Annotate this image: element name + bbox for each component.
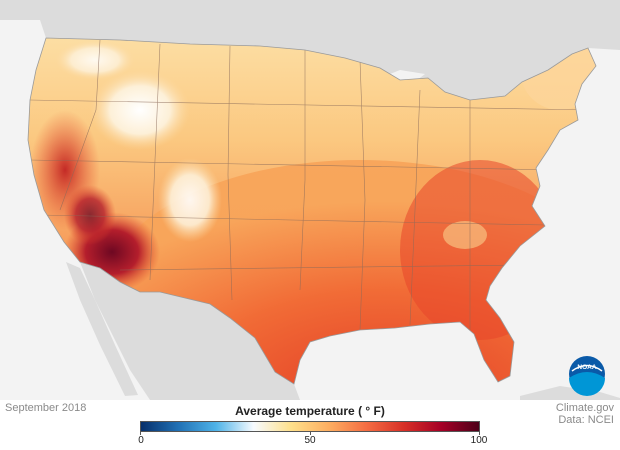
legend-tick-mid: 50 (304, 435, 316, 446)
noaa-logo-text: NOAA (577, 364, 596, 371)
credit-data: Data: NCEI (558, 414, 614, 426)
legend-tick-mark-max (479, 432, 480, 435)
temperature-map: NOAA (0, 0, 620, 400)
credit-source: Climate.gov (555, 402, 614, 414)
baja-peninsula (66, 262, 138, 396)
date-label: September 2018 (5, 402, 87, 414)
legend-color-bar (140, 421, 480, 432)
legend-tick-min: 0 (138, 435, 144, 446)
canada-land (0, 0, 620, 100)
mexico-land (80, 262, 300, 400)
legend-title: Average temperature ( ° F) (235, 404, 385, 418)
legend-tick-mark-mid (310, 432, 311, 435)
legend-tick-max: 100 (470, 435, 488, 446)
noaa-logo: NOAA (569, 356, 605, 396)
legend-tick-mark-min (140, 432, 141, 435)
state-borders (29, 39, 591, 331)
cuba-land (520, 386, 620, 400)
